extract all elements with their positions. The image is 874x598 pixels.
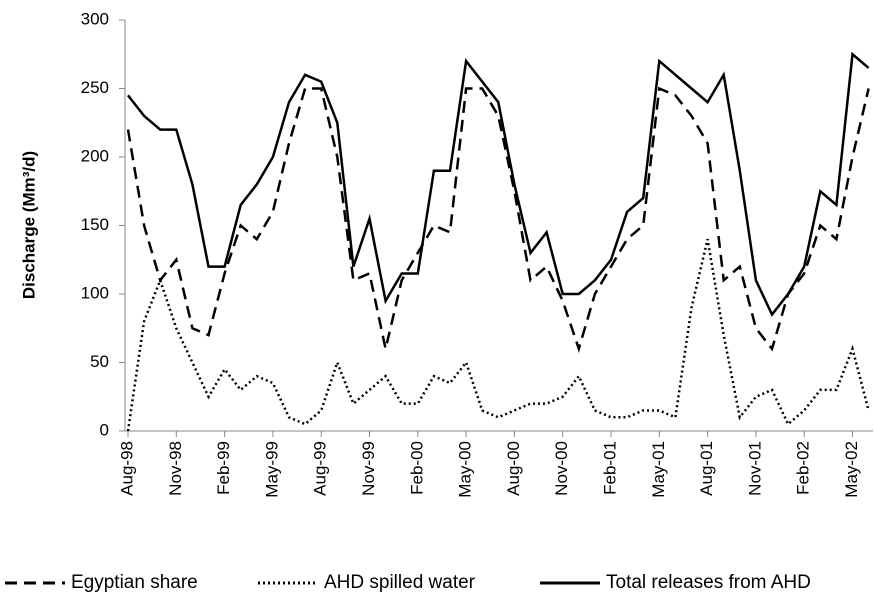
y-tick-label: 0 xyxy=(100,420,109,439)
x-tick-label: Feb-00 xyxy=(407,441,426,495)
x-tick-label: Nov-99 xyxy=(359,441,378,496)
x-tick-label: Feb-01 xyxy=(600,441,619,495)
x-tick-label: May-99 xyxy=(262,441,281,498)
x-tick-label: Aug-99 xyxy=(311,441,330,496)
y-tick-label: 50 xyxy=(90,352,109,371)
y-tick-label: 150 xyxy=(81,215,109,234)
y-axis-label: Discharge (Mm³/d) xyxy=(19,151,38,299)
x-tick-label: Nov-98 xyxy=(166,441,185,496)
series-line xyxy=(127,51,870,317)
y-tick-label: 100 xyxy=(81,283,109,302)
y-tick-label: 250 xyxy=(81,78,109,97)
x-tick-label: Aug-01 xyxy=(697,441,716,496)
x-tick-label: Aug-00 xyxy=(504,441,523,496)
x-tick-label: Aug-98 xyxy=(117,441,136,496)
x-tick-label: Feb-99 xyxy=(214,441,233,495)
x-tick-label: May-01 xyxy=(649,441,668,498)
y-tick-label: 300 xyxy=(81,9,109,28)
x-tick-label: May-00 xyxy=(456,441,475,498)
x-tick-label: Nov-01 xyxy=(745,441,764,496)
legend-label: AHD spilled water xyxy=(324,572,476,593)
legend-label: Egyptian share xyxy=(71,572,198,593)
x-tick-label: May-02 xyxy=(842,441,861,498)
x-tick-label: Feb-02 xyxy=(794,441,813,495)
x-tick-label: Nov-00 xyxy=(552,441,571,496)
legend-label: Total releases from AHD xyxy=(606,572,811,593)
y-tick-label: 200 xyxy=(81,146,109,165)
series-line xyxy=(126,238,870,432)
series-line xyxy=(126,86,870,353)
